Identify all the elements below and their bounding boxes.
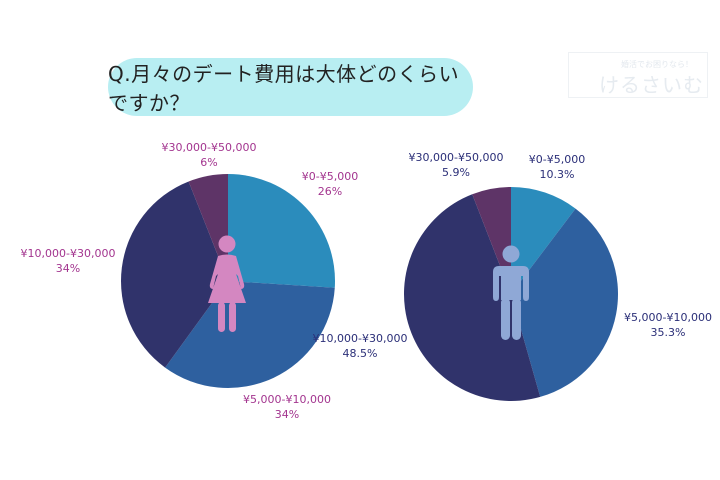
slice-30000-50000 bbox=[188, 174, 228, 281]
male-label-5000-10000: ¥5,000-¥10,000 35.3% bbox=[618, 310, 718, 340]
female-label-5000-10000: ¥5,000-¥10,000 34% bbox=[237, 392, 337, 422]
label-percent: 35.3% bbox=[650, 326, 686, 339]
label-percent: 6% bbox=[200, 156, 218, 169]
label-percent: 26% bbox=[317, 185, 343, 198]
label-range: ¥10,000-¥30,000 bbox=[312, 332, 408, 345]
female-label-0-5000: ¥0-¥5,000 26% bbox=[290, 169, 370, 199]
watermark-tagline: 婚活でお困りなら！ bbox=[621, 60, 693, 69]
label-percent: 10.3% bbox=[539, 168, 575, 181]
female-label-30000-50000: ¥30,000-¥50,000 6% bbox=[159, 140, 259, 170]
female-figure-icon bbox=[208, 235, 246, 332]
female-pie-chart bbox=[120, 174, 335, 388]
female-label-10000-30000: ¥10,000-¥30,000 34% bbox=[16, 246, 120, 276]
slice-0-5000 bbox=[228, 174, 335, 288]
male-label-30000-50000: ¥30,000-¥50,000 5.9% bbox=[406, 150, 506, 180]
label-range: ¥30,000-¥50,000 bbox=[408, 151, 504, 164]
slice-5000-10000 bbox=[165, 281, 335, 388]
label-percent: 34% bbox=[274, 408, 300, 421]
question-title: Q.月々のデート費用は大体どのくらいですか？ bbox=[108, 62, 460, 115]
label-range: ¥10,000-¥30,000 bbox=[20, 247, 116, 260]
label-range: ¥0-¥5,000 bbox=[528, 153, 586, 166]
slice-5000-10000 bbox=[511, 208, 619, 397]
male-label-0-5000: ¥0-¥5,000 10.3% bbox=[517, 152, 597, 182]
male-label-10000-30000: ¥10,000-¥30,000 48.5% bbox=[308, 331, 412, 361]
label-range: ¥0-¥5,000 bbox=[301, 170, 359, 183]
label-percent: 5.9% bbox=[442, 166, 470, 179]
slice-10000-30000 bbox=[120, 181, 228, 368]
label-percent: 48.5% bbox=[342, 347, 378, 360]
label-range: ¥30,000-¥50,000 bbox=[161, 141, 257, 154]
label-range: ¥5,000-¥10,000 bbox=[624, 311, 712, 324]
watermark-brand: けるさいむ bbox=[599, 73, 704, 97]
slice-10000-30000 bbox=[403, 194, 541, 401]
male-figure-icon bbox=[493, 245, 529, 340]
label-percent: 34% bbox=[55, 262, 81, 275]
watermark-logo: 婚活でお困りなら！ けるさいむ bbox=[568, 52, 708, 98]
question-title-banner: Q.月々のデート費用は大体どのくらいですか？ bbox=[108, 58, 473, 116]
label-range: ¥5,000-¥10,000 bbox=[243, 393, 331, 406]
